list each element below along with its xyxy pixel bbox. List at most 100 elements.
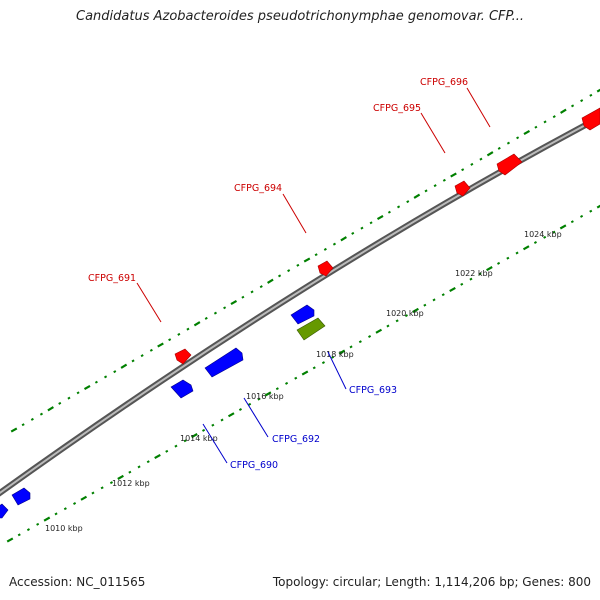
gene-left-reverse-1[interactable] — [11, 487, 31, 506]
outer-tick — [104, 375, 108, 379]
inner-tick — [543, 235, 547, 239]
outer-tick — [534, 125, 538, 129]
inner-tick — [449, 286, 456, 293]
inner-tick — [275, 387, 279, 391]
inner-tick — [358, 340, 362, 344]
outer-tick — [397, 205, 401, 209]
inner-tick — [26, 528, 30, 532]
outer-tick — [314, 253, 318, 257]
label-cfpg-696[interactable]: CFPG_696 — [420, 77, 468, 88]
outer-tick — [39, 412, 43, 416]
outer-tick — [470, 162, 474, 166]
outer-tick — [580, 99, 584, 103]
outer-tick — [47, 406, 54, 412]
inner-tick — [73, 502, 77, 505]
outer-tick — [479, 157, 483, 161]
outer-tick — [424, 189, 428, 193]
label-cfpg-695[interactable]: CFPG_695 — [373, 103, 421, 114]
inner-tick — [486, 266, 493, 272]
inner-tick — [154, 453, 161, 460]
leader-cfpg-690 — [202, 423, 228, 464]
inner-tick — [552, 230, 556, 234]
gene-cfpg-692[interactable] — [204, 347, 244, 378]
leader-cfpg-695 — [420, 112, 446, 154]
inner-tick — [589, 209, 593, 213]
outer-tick — [259, 285, 263, 289]
inner-tick — [137, 465, 141, 469]
outer-tick — [193, 321, 201, 327]
inner-tick — [368, 335, 372, 338]
inner-tick — [54, 512, 58, 516]
gene-cfpg-694[interactable] — [317, 260, 334, 277]
inner-tick — [301, 370, 309, 376]
gene-cfpg-695[interactable] — [454, 180, 471, 197]
outer-tick — [369, 221, 373, 225]
gene-left-reverse-2[interactable] — [0, 503, 9, 519]
outer-tick — [323, 247, 327, 251]
inner-tick — [285, 381, 289, 385]
outer-tick — [157, 342, 164, 348]
inner-tick — [117, 474, 124, 480]
inner-tick — [202, 428, 206, 432]
inner-tick — [395, 319, 399, 323]
outer-tick — [543, 120, 547, 124]
inner-tick — [220, 418, 224, 422]
inner-tick — [183, 439, 187, 443]
gene-cfpg-696[interactable] — [496, 153, 523, 176]
inner-tick — [63, 507, 67, 511]
inner-tick — [423, 303, 427, 307]
outer-tick — [177, 332, 181, 336]
inner-tick — [533, 241, 537, 244]
inner-tick — [331, 355, 335, 359]
inner-tick — [522, 245, 530, 251]
leader-cfpg-693 — [327, 351, 347, 390]
outer-tick — [596, 88, 600, 93]
inner-tick — [349, 345, 353, 349]
outer-tick — [486, 151, 494, 157]
inner-tick — [596, 204, 600, 209]
outer-tick — [461, 168, 465, 172]
inner-tick — [109, 481, 113, 485]
outer-tick — [278, 274, 282, 278]
outer-tick — [589, 93, 593, 97]
inner-tick — [238, 408, 242, 411]
label-cfpg-692[interactable]: CFPG_692 — [272, 434, 320, 445]
gene-cfpg-693[interactable] — [296, 317, 326, 341]
leader-cfpg-691 — [136, 282, 162, 323]
tick-label-1014: 1014 kbp — [180, 434, 218, 443]
label-cfpg-691[interactable]: CFPG_691 — [88, 273, 136, 284]
gene-cfpg-697-partial[interactable] — [581, 107, 600, 131]
outer-tick — [140, 354, 144, 358]
inner-tick — [478, 272, 482, 276]
outer-tick — [241, 295, 245, 299]
label-cfpg-690[interactable]: CFPG_690 — [230, 460, 278, 471]
outer-tick — [131, 359, 135, 363]
outer-tick — [83, 384, 91, 391]
outer-tick — [516, 136, 520, 140]
inner-tick — [497, 261, 501, 265]
map-title: Candidatus Azobacteroides pseudotrichony… — [76, 9, 524, 24]
leader-cfpg-694 — [282, 193, 307, 234]
tick-label-1020: 1020 kbp — [386, 309, 424, 318]
inner-tick — [80, 495, 88, 501]
outer-tick — [287, 269, 291, 273]
inner-tick — [294, 376, 298, 380]
outer-tick — [213, 311, 217, 315]
leader-cfpg-696 — [466, 87, 491, 128]
inner-tick — [559, 224, 567, 230]
gene-cfpg-693-adjacent[interactable] — [290, 304, 315, 325]
outer-tick — [149, 348, 153, 352]
gene-cfpg-690[interactable] — [170, 379, 194, 399]
outer-tick — [76, 391, 80, 395]
outer-tick — [571, 104, 575, 108]
inner-tick — [227, 412, 235, 418]
genome-summary-text: Topology: circular; Length: 1,114,206 bp… — [272, 575, 591, 589]
gene-cfpg-691[interactable] — [174, 348, 192, 365]
outer-tick — [58, 401, 62, 405]
outer-tick — [10, 427, 18, 433]
label-cfpg-694[interactable]: CFPG_694 — [234, 183, 282, 194]
label-cfpg-693[interactable]: CFPG_693 — [349, 385, 397, 396]
outer-tick — [560, 108, 567, 114]
genome-backbone-highlight — [0, 116, 600, 495]
outer-tick — [186, 327, 190, 331]
